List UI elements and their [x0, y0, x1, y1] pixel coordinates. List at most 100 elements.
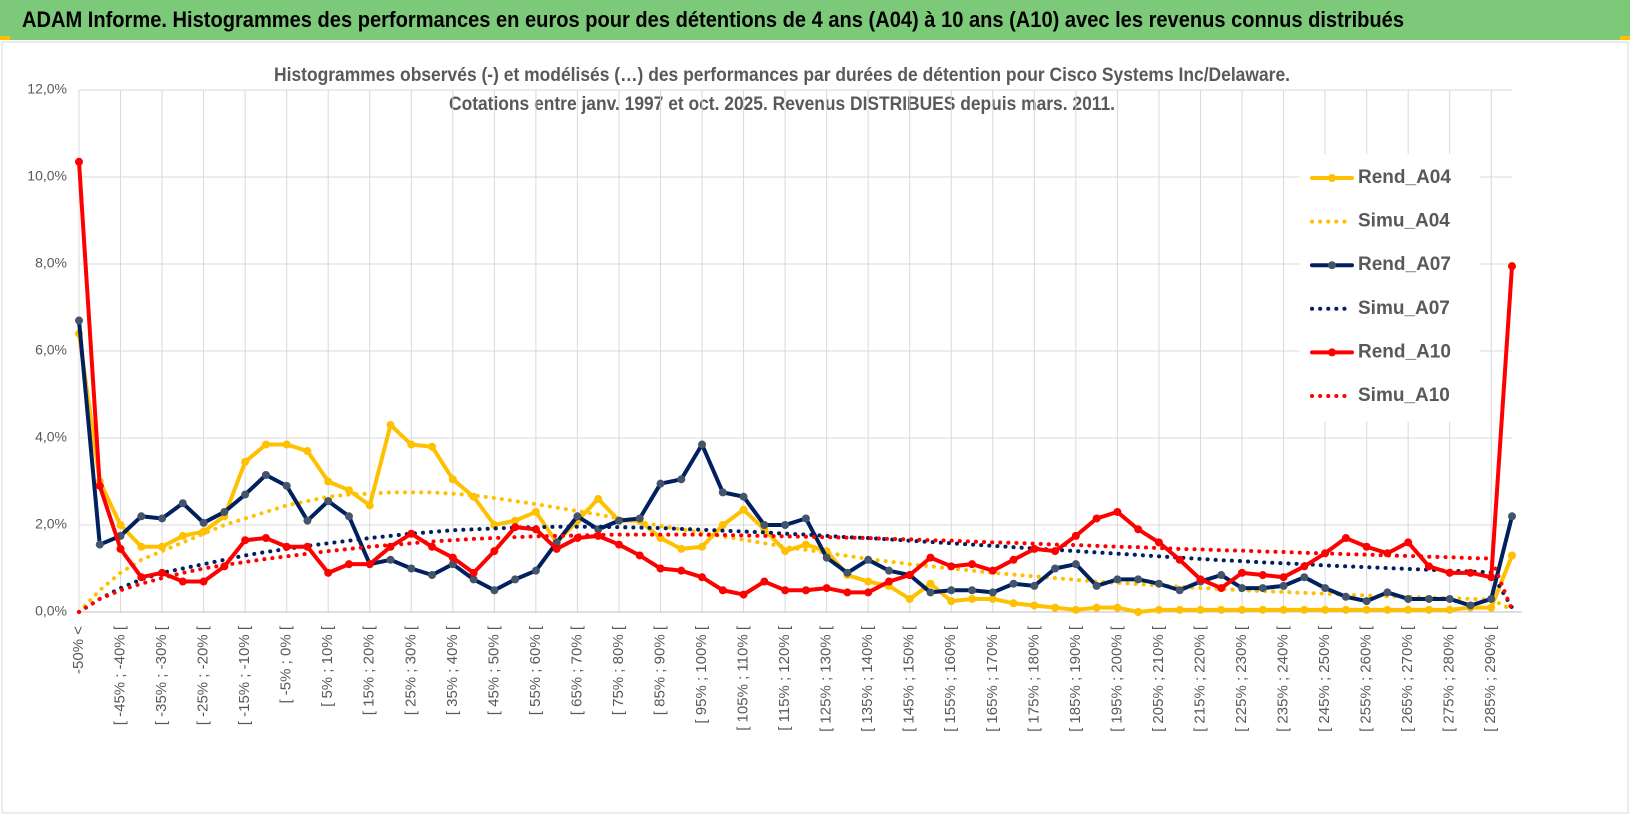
point	[1154, 579, 1163, 588]
point	[760, 521, 769, 529]
legend-label: Rend_A10	[1358, 341, 1451, 362]
point	[365, 501, 374, 510]
point	[511, 575, 520, 584]
x-tick-label: [ 115% ; 120% [	[776, 625, 793, 731]
point	[1404, 594, 1413, 603]
point	[1051, 603, 1060, 612]
x-tick-label: -50% <	[70, 626, 87, 674]
point	[635, 514, 644, 523]
point	[365, 560, 374, 569]
y-tick-label: 6,0%	[35, 342, 67, 358]
x-tick-label: [ 65% ; 70% [	[568, 625, 585, 715]
point	[1383, 605, 1392, 614]
point	[552, 544, 561, 553]
observed-line	[77, 159, 1514, 597]
x-tick-label: [ 195% ; 200% [	[1108, 625, 1125, 732]
observed-line	[77, 318, 1514, 608]
point	[428, 571, 437, 580]
x-tick-label: [ 165% ; 170% [	[984, 625, 1001, 732]
point	[261, 440, 270, 449]
x-tick-label: [ 75% ; 80% [	[610, 625, 627, 715]
legend-point	[1328, 261, 1336, 270]
x-tick-label: [ 105% ; 110% [	[735, 625, 752, 731]
point	[261, 534, 270, 543]
point	[490, 586, 499, 595]
point	[1362, 605, 1371, 614]
x-tick-label: [ -45% ; -40% [	[112, 625, 129, 725]
point	[1238, 605, 1247, 614]
point	[677, 475, 686, 484]
chart-title: Histogrammes observés (-) et modélisés (…	[274, 65, 1290, 86]
plot: -50% < [ -45% ; -40% [[ -35% ; -30% [[ -2…	[27, 81, 1522, 732]
model-line	[77, 524, 1514, 614]
point	[1508, 512, 1516, 521]
point	[137, 542, 146, 551]
point	[988, 594, 997, 603]
point	[1487, 573, 1496, 582]
point	[324, 497, 333, 506]
point	[199, 577, 208, 586]
point	[988, 588, 997, 597]
point	[1341, 534, 1350, 543]
point	[656, 534, 665, 543]
point	[386, 420, 395, 429]
x-tick-label: [ 25% ; 30% [	[402, 625, 419, 715]
point	[282, 481, 291, 490]
point	[1424, 605, 1433, 614]
point	[303, 447, 312, 456]
x-tick-label: [ 205% ; 210% [	[1150, 625, 1167, 732]
point	[1424, 562, 1433, 571]
point	[116, 521, 125, 529]
x-tick-label: [ -15% ; -10% [	[236, 625, 253, 725]
point	[407, 564, 416, 573]
point	[864, 577, 873, 586]
point	[531, 566, 540, 575]
point	[843, 568, 852, 577]
legend-label: Simu_A04	[1358, 211, 1450, 232]
point	[1154, 538, 1163, 547]
point	[511, 523, 520, 532]
point	[1051, 564, 1060, 573]
point	[1258, 571, 1267, 580]
legend-point	[1328, 348, 1336, 357]
point	[988, 566, 997, 575]
point	[1113, 507, 1122, 516]
point	[531, 525, 540, 534]
point	[1508, 262, 1516, 271]
point	[1030, 544, 1039, 553]
x-tick-label: [ 285% ; 290% [	[1482, 625, 1499, 732]
x-tick-label: [ -5% ; 0% [	[278, 625, 295, 703]
point	[718, 488, 727, 497]
point	[884, 566, 893, 575]
point	[158, 568, 167, 577]
point	[1321, 584, 1330, 593]
point	[1487, 603, 1496, 612]
x-tick-label: [ 245% ; 250% [	[1316, 625, 1333, 732]
point	[801, 514, 810, 523]
point	[1508, 551, 1516, 560]
point	[428, 442, 437, 451]
point	[1071, 605, 1080, 614]
point	[1279, 573, 1288, 582]
point	[1404, 605, 1413, 614]
point	[490, 547, 499, 556]
point	[1071, 560, 1080, 569]
point	[1092, 603, 1101, 612]
point	[1217, 584, 1226, 593]
point	[1383, 588, 1392, 597]
point	[386, 555, 395, 564]
point	[1217, 605, 1226, 614]
point	[926, 553, 935, 562]
point	[178, 499, 187, 508]
point	[1466, 568, 1475, 577]
point	[282, 542, 291, 551]
point	[781, 547, 790, 556]
y-tick-label: 0,0%	[35, 603, 67, 619]
point	[116, 544, 125, 553]
x-tick-label: [ -25% ; -20% [	[195, 625, 212, 725]
point	[1300, 562, 1309, 571]
x-tick-label: [ 225% ; 230% [	[1233, 625, 1250, 732]
point	[801, 586, 810, 595]
point	[1362, 597, 1371, 606]
point	[344, 560, 353, 569]
